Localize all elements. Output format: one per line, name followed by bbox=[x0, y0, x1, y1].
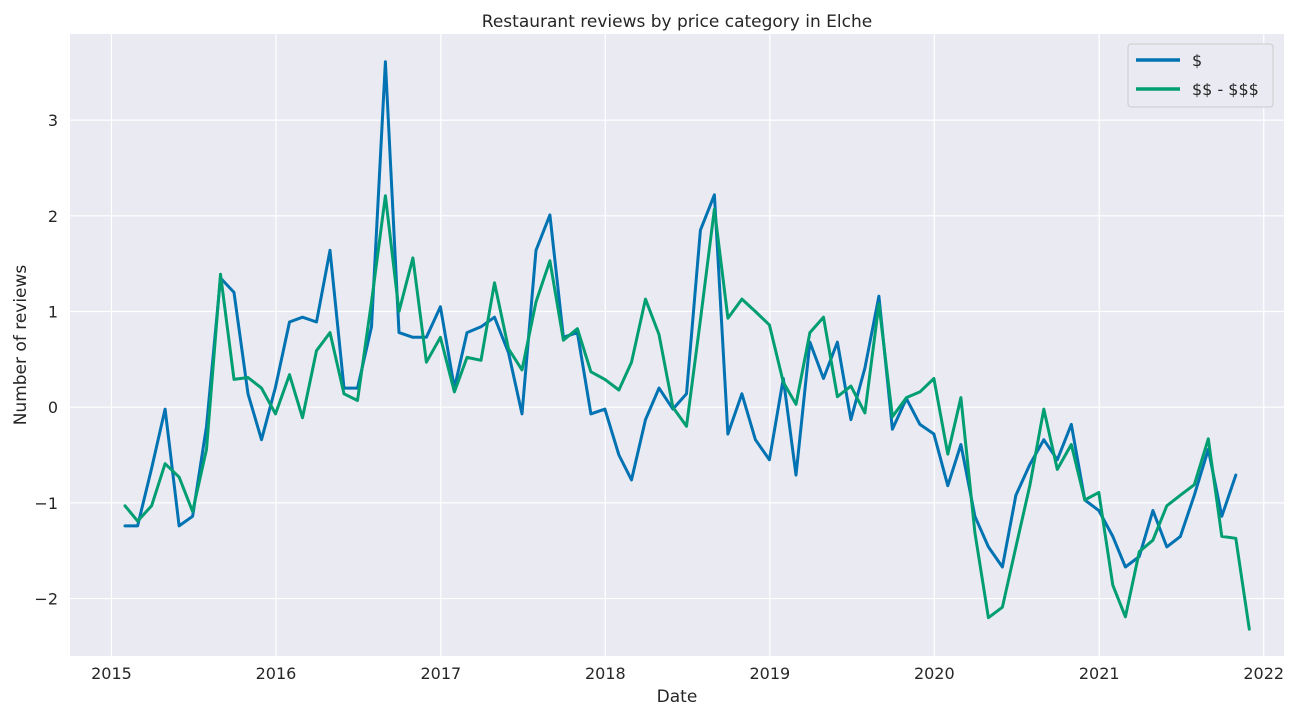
legend-label-dollar: $ bbox=[1192, 51, 1202, 70]
x-tick-label: 2022 bbox=[1243, 664, 1284, 683]
series-line-dollar bbox=[123, 60, 1238, 569]
y-tick-label: 0 bbox=[48, 398, 58, 417]
y-axis-label: Number of reviews bbox=[11, 265, 31, 426]
x-tick-label: 2016 bbox=[256, 664, 297, 683]
y-tick-label: 3 bbox=[48, 111, 58, 130]
chart-title: Restaurant reviews by price category in … bbox=[482, 12, 872, 32]
x-tick-label: 2021 bbox=[1079, 664, 1120, 683]
y-tick-label: −2 bbox=[34, 590, 58, 609]
series-lines bbox=[123, 60, 1251, 631]
y-tick-label: −1 bbox=[34, 494, 58, 513]
x-axis-ticks: 2015 2016 2017 2018 2019 2020 2021 2022 bbox=[91, 664, 1284, 683]
x-tick-label: 2019 bbox=[749, 664, 790, 683]
y-tick-label: 2 bbox=[48, 207, 58, 226]
x-tick-label: 2020 bbox=[914, 664, 955, 683]
y-axis-ticks: 3 2 1 0 −1 −2 bbox=[34, 111, 58, 608]
series-line-double-triple-dollar bbox=[123, 194, 1251, 631]
x-tick-label: 2015 bbox=[91, 664, 132, 683]
y-tick-label: 1 bbox=[48, 303, 58, 322]
plot-area bbox=[70, 34, 1284, 656]
legend-label-double-triple-dollar: $$ - $$$ bbox=[1192, 80, 1259, 99]
legend: $ $$ - $$$ bbox=[1127, 43, 1274, 108]
x-tick-label: 2018 bbox=[585, 664, 626, 683]
x-axis-label: Date bbox=[657, 687, 698, 707]
x-tick-label: 2017 bbox=[421, 664, 462, 683]
